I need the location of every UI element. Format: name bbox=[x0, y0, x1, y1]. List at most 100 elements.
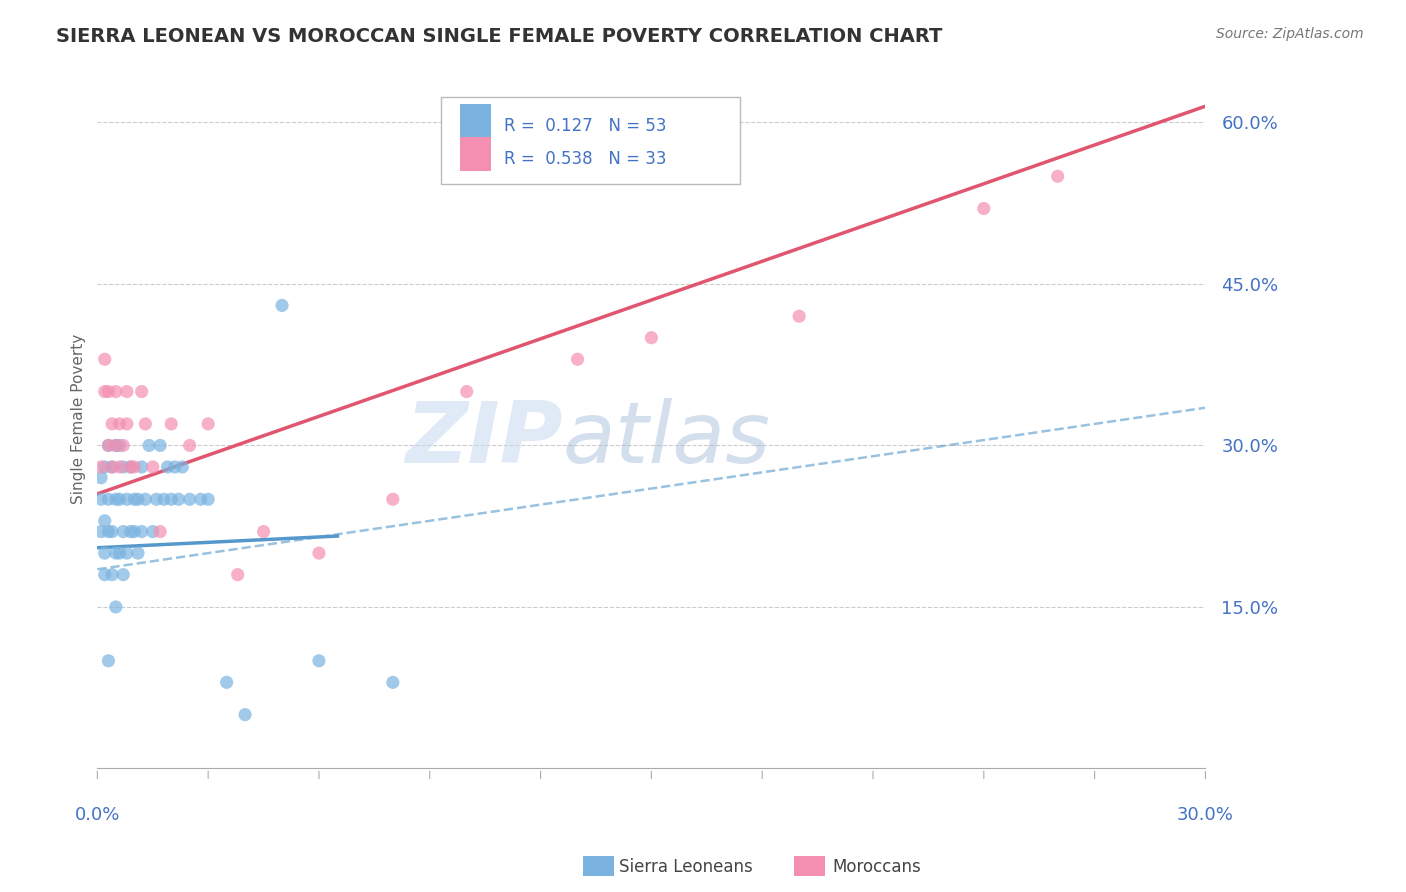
Point bbox=[97, 492, 120, 507]
Point bbox=[104, 599, 127, 614]
Point bbox=[101, 524, 124, 539]
Point bbox=[138, 438, 160, 452]
Point bbox=[124, 524, 146, 539]
Point bbox=[127, 492, 149, 507]
Text: R =  0.127   N = 53: R = 0.127 N = 53 bbox=[503, 117, 666, 135]
Point bbox=[308, 654, 330, 668]
Point bbox=[93, 384, 115, 399]
Point bbox=[120, 460, 142, 475]
Point bbox=[97, 438, 120, 452]
Point bbox=[120, 460, 142, 475]
Point bbox=[101, 567, 124, 582]
Text: 30.0%: 30.0% bbox=[1177, 806, 1234, 824]
Point bbox=[115, 492, 138, 507]
Point bbox=[90, 492, 112, 507]
Point bbox=[787, 309, 810, 323]
Point bbox=[149, 438, 172, 452]
Point bbox=[108, 417, 131, 431]
Point bbox=[90, 471, 112, 485]
Point bbox=[252, 524, 274, 539]
Point bbox=[108, 460, 131, 475]
Point bbox=[381, 675, 404, 690]
Text: R =  0.538   N = 33: R = 0.538 N = 33 bbox=[503, 150, 666, 168]
Point bbox=[190, 492, 212, 507]
Point bbox=[104, 438, 127, 452]
Point bbox=[172, 460, 194, 475]
Point bbox=[120, 524, 142, 539]
Text: atlas: atlas bbox=[562, 398, 770, 481]
Point bbox=[149, 524, 172, 539]
Point bbox=[973, 202, 995, 216]
Point bbox=[115, 384, 138, 399]
Point bbox=[104, 546, 127, 560]
Point bbox=[197, 492, 219, 507]
Point bbox=[90, 524, 112, 539]
Point bbox=[131, 460, 153, 475]
Point bbox=[197, 417, 219, 431]
Text: Moroccans: Moroccans bbox=[832, 858, 921, 876]
Point bbox=[381, 492, 404, 507]
Point bbox=[93, 546, 115, 560]
Point bbox=[90, 460, 112, 475]
Point bbox=[179, 492, 201, 507]
Text: 0.0%: 0.0% bbox=[75, 806, 120, 824]
Point bbox=[97, 384, 120, 399]
Point bbox=[160, 417, 183, 431]
Point bbox=[124, 460, 146, 475]
Point bbox=[104, 438, 127, 452]
Point bbox=[104, 384, 127, 399]
Point bbox=[112, 524, 135, 539]
Text: Sierra Leoneans: Sierra Leoneans bbox=[619, 858, 752, 876]
Point bbox=[112, 567, 135, 582]
Point bbox=[134, 417, 156, 431]
Point bbox=[115, 546, 138, 560]
Point bbox=[93, 514, 115, 528]
Point bbox=[142, 460, 165, 475]
Point bbox=[112, 460, 135, 475]
Point bbox=[456, 384, 478, 399]
Point bbox=[101, 460, 124, 475]
Point bbox=[153, 492, 176, 507]
Point bbox=[108, 438, 131, 452]
Point bbox=[97, 524, 120, 539]
Text: SIERRA LEONEAN VS MOROCCAN SINGLE FEMALE POVERTY CORRELATION CHART: SIERRA LEONEAN VS MOROCCAN SINGLE FEMALE… bbox=[56, 27, 942, 45]
Point bbox=[127, 546, 149, 560]
Point bbox=[567, 352, 589, 367]
Point bbox=[145, 492, 167, 507]
Point bbox=[108, 546, 131, 560]
FancyBboxPatch shape bbox=[441, 96, 740, 184]
Point bbox=[131, 384, 153, 399]
Point bbox=[167, 492, 190, 507]
Point bbox=[108, 492, 131, 507]
Bar bbox=[460, 137, 491, 171]
Point bbox=[115, 417, 138, 431]
Point bbox=[271, 298, 294, 312]
Point bbox=[104, 492, 127, 507]
Point bbox=[226, 567, 249, 582]
Point bbox=[93, 460, 115, 475]
Point bbox=[112, 438, 135, 452]
Point bbox=[101, 460, 124, 475]
Point bbox=[142, 524, 165, 539]
Point bbox=[179, 438, 201, 452]
Text: Source: ZipAtlas.com: Source: ZipAtlas.com bbox=[1216, 27, 1364, 41]
Point bbox=[1046, 169, 1069, 184]
Point bbox=[134, 492, 156, 507]
Point bbox=[160, 492, 183, 507]
Point bbox=[308, 546, 330, 560]
Point bbox=[163, 460, 186, 475]
Bar bbox=[460, 104, 491, 138]
Point bbox=[97, 654, 120, 668]
Point bbox=[93, 352, 115, 367]
Point bbox=[101, 417, 124, 431]
Point bbox=[156, 460, 179, 475]
Text: ZIP: ZIP bbox=[405, 398, 562, 481]
Y-axis label: Single Female Poverty: Single Female Poverty bbox=[72, 334, 86, 504]
Point bbox=[97, 438, 120, 452]
Point bbox=[640, 331, 662, 345]
Point bbox=[93, 567, 115, 582]
Point bbox=[233, 707, 256, 722]
Point bbox=[215, 675, 238, 690]
Point bbox=[131, 524, 153, 539]
Point bbox=[124, 492, 146, 507]
